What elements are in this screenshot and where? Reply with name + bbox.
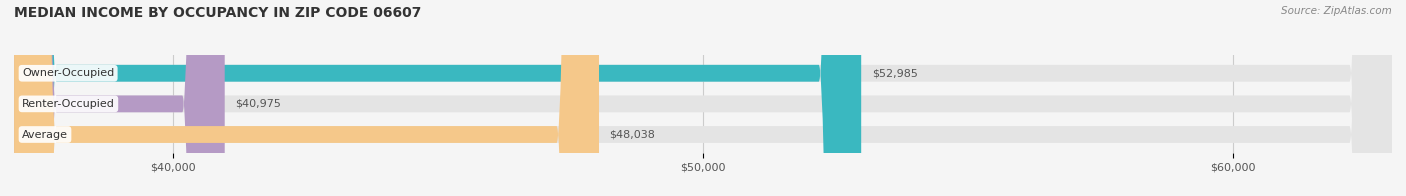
Text: $52,985: $52,985	[872, 68, 918, 78]
Text: Average: Average	[22, 130, 67, 140]
FancyBboxPatch shape	[14, 0, 599, 196]
FancyBboxPatch shape	[14, 0, 1392, 196]
Text: $48,038: $48,038	[610, 130, 655, 140]
FancyBboxPatch shape	[14, 0, 1392, 196]
FancyBboxPatch shape	[14, 0, 1392, 196]
Text: Source: ZipAtlas.com: Source: ZipAtlas.com	[1281, 6, 1392, 16]
Text: $40,975: $40,975	[235, 99, 281, 109]
FancyBboxPatch shape	[14, 0, 862, 196]
Text: Owner-Occupied: Owner-Occupied	[22, 68, 114, 78]
Text: MEDIAN INCOME BY OCCUPANCY IN ZIP CODE 06607: MEDIAN INCOME BY OCCUPANCY IN ZIP CODE 0…	[14, 6, 422, 20]
FancyBboxPatch shape	[14, 0, 225, 196]
Text: Renter-Occupied: Renter-Occupied	[22, 99, 115, 109]
